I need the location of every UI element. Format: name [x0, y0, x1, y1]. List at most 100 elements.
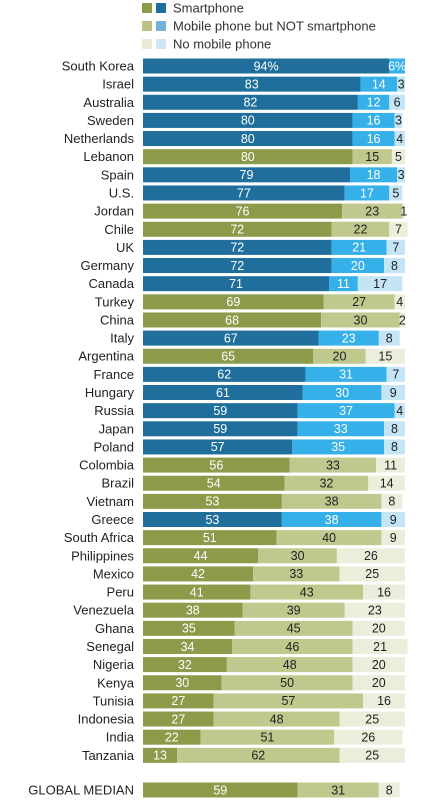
bar-segment — [143, 239, 332, 255]
value-label: 18 — [367, 168, 381, 182]
value-label: 30 — [291, 549, 305, 563]
value-label: 17 — [373, 277, 387, 291]
legend-swatch — [156, 3, 166, 13]
bar-segment — [143, 348, 314, 364]
bar-segment — [389, 94, 405, 110]
value-label: 32 — [319, 477, 333, 491]
bar-segment — [242, 602, 345, 618]
bar-segment — [394, 112, 403, 128]
bar-row-sweden: Sweden 80 16 3 — [87, 112, 403, 128]
bar-segment — [143, 94, 358, 110]
bar-segment — [352, 112, 395, 128]
bar-row-vietnam: Vietnam 53 38 8 — [87, 493, 403, 509]
value-label: 34 — [181, 640, 195, 654]
bar-segment — [143, 149, 353, 165]
bar-segment — [289, 457, 377, 473]
bar-segment — [331, 239, 387, 255]
value-label: 8 — [388, 495, 395, 509]
bar-segment — [143, 584, 251, 600]
bar-segment — [391, 149, 405, 165]
bar-segment — [376, 457, 405, 473]
bar-segment — [143, 747, 178, 763]
bar-row-lebanon: Lebanon 80 15 5 — [83, 149, 405, 165]
value-label: 50 — [280, 676, 294, 690]
bar-segment — [329, 276, 358, 292]
value-label: 46 — [285, 640, 299, 654]
value-label: 16 — [367, 114, 381, 128]
legend-swatch — [156, 39, 166, 49]
value-label: 7 — [392, 241, 399, 255]
value-label: 80 — [241, 114, 255, 128]
category-label: Jordan — [94, 204, 134, 219]
value-label: 51 — [203, 531, 217, 545]
value-label: 3 — [398, 77, 405, 91]
bar-segment — [384, 421, 405, 437]
value-label: 61 — [216, 386, 230, 400]
value-label: 30 — [175, 676, 189, 690]
category-label: Philippines — [71, 548, 134, 563]
value-label: 7 — [392, 368, 399, 382]
category-label: U.S. — [109, 185, 134, 200]
category-label: Senegal — [86, 639, 134, 654]
bar-segment — [284, 475, 369, 491]
value-label: 25 — [365, 567, 379, 581]
value-label: 83 — [245, 77, 259, 91]
bar-segment — [143, 711, 214, 727]
value-label: 79 — [240, 168, 254, 182]
bar-row-turkey: Turkey 69 27 4 — [95, 294, 405, 310]
bar-segment — [143, 729, 201, 745]
bar-segment — [352, 675, 405, 691]
bar-segment — [394, 294, 405, 310]
value-label: 54 — [207, 477, 221, 491]
bar-segment — [143, 675, 222, 691]
value-label: 33 — [289, 567, 303, 581]
bar-segment — [143, 457, 290, 473]
bar-segment — [143, 167, 350, 183]
category-label: Tanzania — [82, 748, 135, 763]
bar-segment — [389, 221, 408, 237]
value-label: 8 — [386, 783, 393, 797]
bar-row-uk: UK 72 21 7 — [116, 239, 405, 255]
value-label: 59 — [213, 404, 227, 418]
bar-segment — [368, 475, 405, 491]
value-label: 72 — [230, 223, 244, 237]
bar-row-venezuela: Venezuela 38 39 23 — [73, 602, 405, 618]
bar-segment — [276, 530, 382, 546]
value-label: 27 — [171, 712, 185, 726]
category-label: Netherlands — [64, 131, 135, 146]
value-label: 12 — [367, 96, 381, 110]
legend-swatch — [142, 21, 152, 31]
bar-segment — [143, 76, 361, 92]
value-label: 37 — [339, 404, 353, 418]
category-label: Brazil — [101, 476, 134, 491]
category-label: Australia — [83, 95, 134, 110]
value-label: 57 — [281, 694, 295, 708]
bar-segment — [397, 167, 405, 183]
value-label: 80 — [241, 150, 255, 164]
bar-segment — [143, 530, 277, 546]
bar-segment — [321, 312, 400, 328]
bar-segment — [143, 58, 390, 74]
bar-row-hungary: Hungary 61 30 9 — [85, 385, 405, 401]
bar-segment — [143, 112, 353, 128]
bar-segment — [402, 203, 405, 219]
bar-segment — [143, 566, 254, 582]
bar-row-indonesia: Indonesia 27 48 25 — [78, 711, 405, 727]
bar-segment — [232, 638, 353, 654]
value-label: 13 — [153, 749, 167, 763]
category-label: Hungary — [85, 385, 135, 400]
bar-row-ghana: Ghana 35 45 20 — [95, 620, 405, 636]
bar-segment — [297, 421, 385, 437]
value-label: 65 — [221, 350, 235, 364]
bar-segment — [318, 330, 379, 346]
value-label: 15 — [365, 150, 379, 164]
bar-segment — [143, 439, 293, 455]
legend-swatch — [142, 3, 152, 13]
bar-row-greece: Greece 53 38 9 — [91, 512, 405, 527]
category-label: Tunisia — [93, 693, 135, 708]
bar-segment — [360, 76, 398, 92]
value-label: 48 — [283, 658, 297, 672]
legend-swatch — [156, 21, 166, 31]
value-label: 25 — [365, 712, 379, 726]
bar-segment — [143, 693, 214, 709]
